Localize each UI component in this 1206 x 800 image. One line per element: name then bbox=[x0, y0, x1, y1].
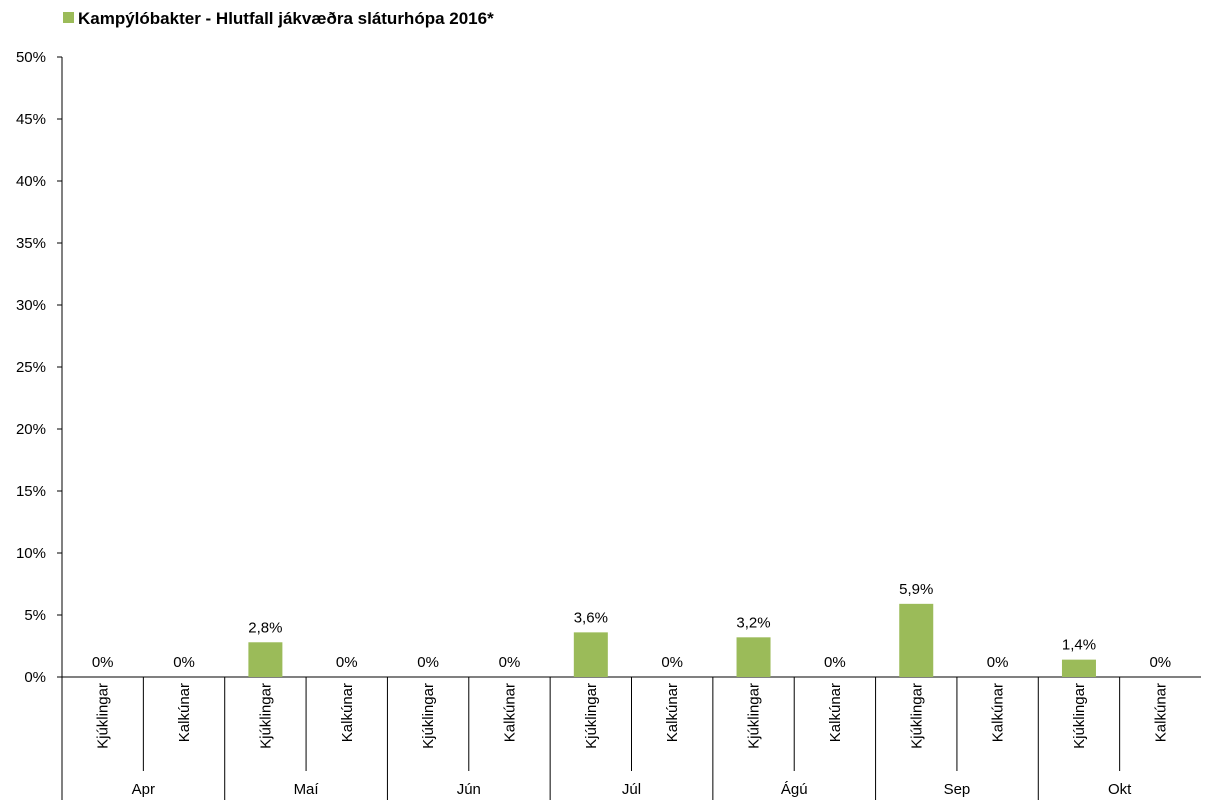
data-label: 5,9% bbox=[899, 581, 933, 598]
x-tick-label: Kjúklingar bbox=[420, 683, 437, 749]
x-tick-label: Kjúklingar bbox=[1071, 683, 1088, 749]
group-label: Júl bbox=[622, 781, 641, 798]
data-label: 3,2% bbox=[736, 614, 770, 631]
data-label: 0% bbox=[824, 654, 846, 671]
bar bbox=[248, 642, 283, 677]
bar bbox=[899, 603, 934, 677]
data-labels: 0% 0% 2,8% 0% 0% 0% 3,6% 0% 3,2% 0% 5,9% 0% 1,4% 0% bbox=[92, 581, 1171, 671]
bar bbox=[1061, 659, 1096, 677]
x-tick-label: Kalkúnar bbox=[1152, 683, 1169, 742]
y-tick-label: 25% bbox=[16, 359, 46, 376]
y-tick-label: 15% bbox=[16, 483, 46, 500]
x-tick-label: Kalkúnar bbox=[339, 683, 356, 742]
x-tick-label: Kjúklingar bbox=[95, 683, 112, 749]
x-tick-label: Kalkúnar bbox=[990, 683, 1007, 742]
x-tick-label: Kalkúnar bbox=[176, 683, 193, 742]
legend-swatch bbox=[63, 12, 74, 23]
y-tick-label: 40% bbox=[16, 173, 46, 190]
group-label: Maí bbox=[294, 781, 320, 798]
data-label: 0% bbox=[499, 654, 521, 671]
x-tick-label: Kalkúnar bbox=[827, 683, 844, 742]
bar bbox=[573, 632, 608, 677]
y-tick-label: 10% bbox=[16, 545, 46, 562]
data-label: 0% bbox=[173, 654, 195, 671]
x-tick-label: Kjúklingar bbox=[746, 683, 763, 749]
bars bbox=[248, 603, 1096, 677]
x-axis: Kjúklingar Kalkúnar Kjúklingar Kalkúnar Kjúk… bbox=[62, 676, 1201, 800]
group-label: Sep bbox=[944, 781, 971, 798]
y-tick-label: 20% bbox=[16, 421, 46, 438]
data-label: 1,4% bbox=[1062, 637, 1096, 654]
y-tick-label: 35% bbox=[16, 235, 46, 252]
y-axis: 0% 5% 10% 15% 20% 25% 30% 35% 40% 45% 50% bbox=[16, 49, 63, 800]
group-label: Ágú bbox=[781, 781, 808, 798]
data-label: 0% bbox=[417, 654, 439, 671]
data-label: 0% bbox=[92, 654, 114, 671]
group-label: Jún bbox=[457, 781, 481, 798]
data-label: 2,8% bbox=[248, 619, 282, 636]
bar bbox=[736, 637, 771, 677]
data-label: 0% bbox=[1149, 654, 1171, 671]
x-tick-label: Kjúklingar bbox=[257, 683, 274, 749]
chart-title: Kampýlóbakter - Hlutfall jákvæðra slátur… bbox=[78, 9, 494, 28]
data-label: 0% bbox=[661, 654, 683, 671]
y-tick-label: 30% bbox=[16, 297, 46, 314]
x-tick-label: Kjúklingar bbox=[583, 683, 600, 749]
data-label: 0% bbox=[987, 654, 1009, 671]
y-tick-label: 45% bbox=[16, 111, 46, 128]
group-label: Apr bbox=[132, 781, 155, 798]
y-tick-label: 50% bbox=[16, 49, 46, 66]
x-tick-label: Kalkúnar bbox=[501, 683, 518, 742]
x-tick-label: Kalkúnar bbox=[664, 683, 681, 742]
legend: Kampýlóbakter - Hlutfall jákvæðra slátur… bbox=[63, 9, 494, 28]
x-tick-label: Kjúklingar bbox=[908, 683, 925, 749]
group-label: Okt bbox=[1108, 781, 1132, 798]
y-tick-label: 5% bbox=[24, 607, 46, 624]
data-label: 3,6% bbox=[574, 609, 608, 626]
y-tick-label: 0% bbox=[24, 669, 46, 686]
data-label: 0% bbox=[336, 654, 358, 671]
